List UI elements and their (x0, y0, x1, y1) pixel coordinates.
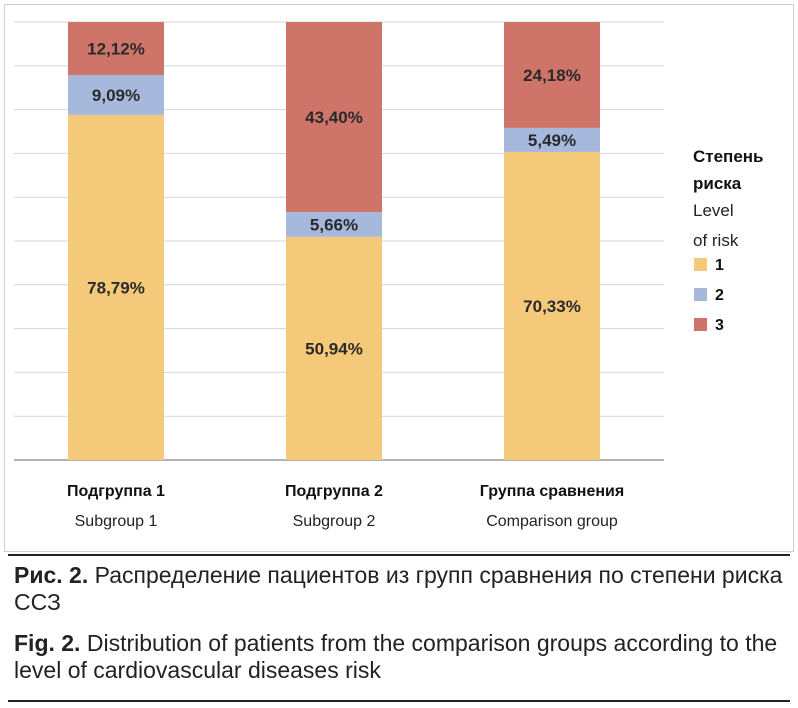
category-label-en-3: Comparison group (486, 513, 618, 530)
bar-segment-3-level-1 (504, 151, 600, 461)
data-label-2-level-1: 50,94% (305, 339, 363, 358)
legend-swatch-3 (694, 318, 707, 331)
category-label-ru-3: Группа сравнения (480, 483, 624, 500)
data-label-2-level-2: 5,66% (310, 215, 358, 234)
data-label-1-level-1: 78,79% (87, 278, 145, 297)
category-label-ru-1: Подгруппа 1 (67, 483, 165, 500)
data-label-1-level-3: 12,12% (87, 40, 145, 59)
caption-russian: Рис. 2. Распределение пациентов из групп… (14, 562, 784, 616)
category-label-en-1: Subgroup 1 (75, 513, 158, 530)
legend-title-en-1: Level (693, 201, 734, 220)
legend-swatch-2 (694, 288, 707, 301)
data-label-1-level-2: 9,09% (92, 86, 140, 105)
caption-english: Fig. 2. Distribution of patients from th… (14, 630, 784, 684)
caption-russian-prefix: Рис. 2. (14, 562, 89, 588)
legend-title-ru-1: Степень (693, 147, 764, 166)
caption-russian-text: Распределение пациентов из групп сравнен… (14, 562, 783, 615)
bar-segment-2-level-3 (286, 22, 382, 213)
caption-english-prefix: Fig. 2. (14, 630, 81, 656)
legend-title-ru-2: риска (693, 174, 742, 193)
stacked-bar-chart: 78,79% 9,09% 12,12% Подгруппа 1 Subgroup 1 50… (14, 21, 764, 530)
caption-divider (8, 554, 790, 556)
bar-segment-2-level-1 (286, 236, 382, 460)
legend-label-2: 2 (715, 287, 724, 304)
chart-frame (4, 4, 794, 552)
bar-segment-1-level-2 (68, 75, 164, 115)
category-label-ru-2: Подгруппа 2 (285, 483, 383, 500)
data-label-3-level-2: 5,49% (528, 131, 576, 150)
bar-segment-3-level-3 (504, 22, 600, 128)
bar-segment-2-level-2 (286, 212, 382, 237)
bar-segment-3-level-2 (504, 127, 600, 152)
legend-label-1: 1 (715, 257, 724, 274)
caption-english-text: Distribution of patients from the compar… (14, 630, 778, 683)
legend-title-en-2: of risk (693, 231, 739, 250)
data-label-2-level-3: 43,40% (305, 108, 363, 127)
legend-label-3: 3 (715, 317, 724, 334)
bar-segment-1-level-1 (68, 114, 164, 460)
data-label-3-level-3: 24,18% (523, 66, 581, 85)
caption-bottom-divider (8, 700, 790, 702)
data-label-3-level-1: 70,33% (523, 297, 581, 316)
bar-segment-1-level-3 (68, 22, 164, 76)
category-label-en-2: Subgroup 2 (293, 513, 376, 530)
legend-swatch-1 (694, 258, 707, 271)
